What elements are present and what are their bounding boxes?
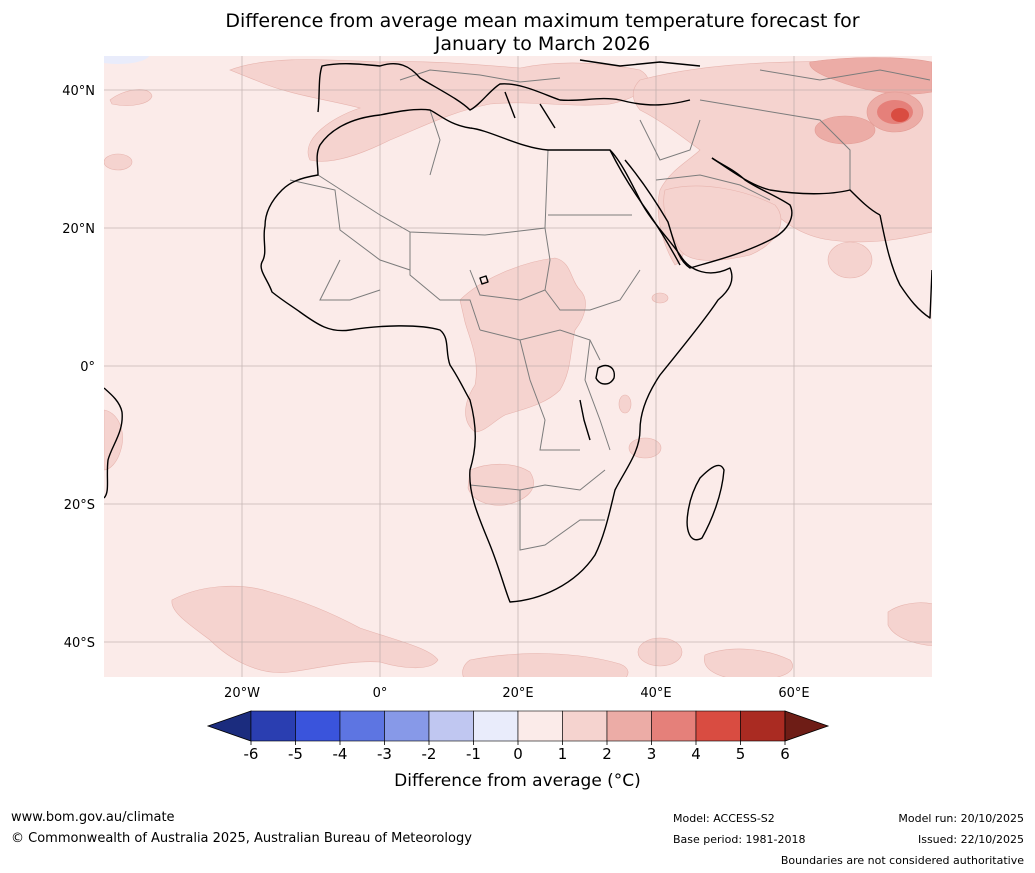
colorbar-segment: [339, 710, 385, 742]
title-line-2: January to March 2026: [434, 33, 651, 55]
colorbar-tick-label: 2: [602, 745, 612, 763]
colorbar-segment: [695, 710, 741, 742]
hot-anomaly-core: [891, 108, 909, 122]
colorbar-tick-label: 1: [558, 745, 568, 763]
colorbar-tick-label: -4: [333, 745, 348, 763]
colorbar-extend-high: [784, 710, 830, 742]
lat-label-20n: 20°N: [62, 222, 95, 237]
warm-patch-small-2: [618, 394, 632, 414]
colorbar-extend-low: [206, 710, 252, 742]
coastlines: [104, 59, 932, 603]
colorbar-segment: [651, 710, 697, 742]
colorbar-tick-label: -1: [466, 745, 481, 763]
colorbar-segment: [295, 710, 341, 742]
colorbar: -6 -5 -4 -3 -2 -1 0 1 2 3 4 5 6: [206, 710, 830, 763]
colorbar-segment: [606, 710, 652, 742]
footer-url[interactable]: www.bom.gov.au/climate: [11, 810, 175, 825]
title-line-1: Difference from average mean maximum tem…: [225, 10, 860, 32]
warm-patch-small-1: [104, 153, 133, 171]
europe-coastline: [317, 59, 701, 129]
colorbar-segment: [740, 710, 786, 742]
colorbar-tick-label: 3: [647, 745, 657, 763]
footer-issued: Issued: 22/10/2025: [917, 833, 1024, 846]
warm-patch-west-atlantic: [109, 89, 153, 106]
colorbar-tick-label: -2: [422, 745, 437, 763]
lat-label-20s: 20°S: [64, 498, 95, 513]
colorbar-ticks: -6 -5 -4 -3 -2 -1 0 1 2 3 4 5 6: [244, 741, 790, 763]
footer-disclaimer: Boundaries are not considered authoritat…: [780, 854, 1024, 867]
persian-gulf-coastline: [711, 157, 881, 216]
chart-title: Difference from average mean maximum tem…: [0, 10, 1035, 56]
lon-label-60e: 60°E: [778, 686, 809, 701]
colorbar-segment: [473, 710, 519, 742]
lat-label-40n: 40°N: [62, 84, 95, 99]
south-america-coastline: [104, 387, 123, 499]
lon-label-40e: 40°E: [640, 686, 671, 701]
warm-patch-small-3: [651, 292, 669, 304]
longitude-labels: 20°W 0° 20°E 40°E 60°E: [224, 686, 810, 701]
lon-label-20e: 20°E: [502, 686, 533, 701]
colorbar-tick-label: -3: [377, 745, 392, 763]
warm-patch-small-5: [637, 637, 683, 667]
colorbar-tick-label: 4: [691, 745, 701, 763]
warm-patch-southeast: [887, 602, 932, 646]
lake-tanganyika: [579, 399, 591, 441]
colorbar-segments: [206, 710, 830, 742]
warm-patch-indian-ocean: [704, 648, 793, 677]
warm-patch-south-ocean: [462, 653, 629, 677]
colorbar-segment: [428, 710, 474, 742]
lake-chad: [479, 275, 489, 285]
warm-patch-india: [827, 241, 873, 279]
colorbar-segment: [517, 710, 563, 742]
lake-victoria: [595, 364, 615, 385]
colorbar-segment: [384, 710, 430, 742]
footer-copyright: © Commonwealth of Australia 2025, Austra…: [11, 831, 472, 846]
warmer-patch-iran: [814, 115, 876, 145]
lon-label-0: 0°: [373, 686, 388, 701]
country-boundaries: [289, 69, 931, 551]
colorbar-tick-label: 6: [780, 745, 790, 763]
graticule: [104, 56, 932, 677]
india-coastline: [879, 214, 932, 319]
colorbar-segment: [250, 710, 296, 742]
lon-label-20w: 20°W: [224, 686, 260, 701]
colorbar-tick-label: 0: [513, 745, 523, 763]
colorbar-tick-label: -5: [288, 745, 303, 763]
cool-anomaly-patch: [104, 56, 150, 64]
colorbar-label: Difference from average (°C): [394, 771, 641, 791]
warm-patch-south-atlantic: [171, 585, 439, 673]
colorbar-tick-label: 5: [736, 745, 746, 763]
red-sea-coastline: [609, 149, 681, 266]
warm-patch-small-4: [628, 437, 662, 459]
footer-base-period: Base period: 1981-2018: [673, 833, 806, 846]
warm-patch-mediterranean: [229, 59, 649, 162]
footer-model: Model: ACCESS-S2: [673, 812, 775, 825]
latitude-labels: 40°N 20°N 0° 20°S 40°S: [62, 84, 95, 651]
footer-model-run: Model run: 20/10/2025: [898, 812, 1024, 825]
madagascar-coastline: [686, 464, 725, 541]
lat-label-equator: 0°: [80, 360, 95, 375]
lat-label-40s: 40°S: [64, 636, 95, 651]
colorbar-tick-label: -6: [244, 745, 259, 763]
africa-coastline: [260, 108, 733, 603]
colorbar-segment: [562, 710, 608, 742]
warm-patch-southern-africa: [467, 463, 534, 506]
anomaly-fills: [104, 56, 932, 677]
